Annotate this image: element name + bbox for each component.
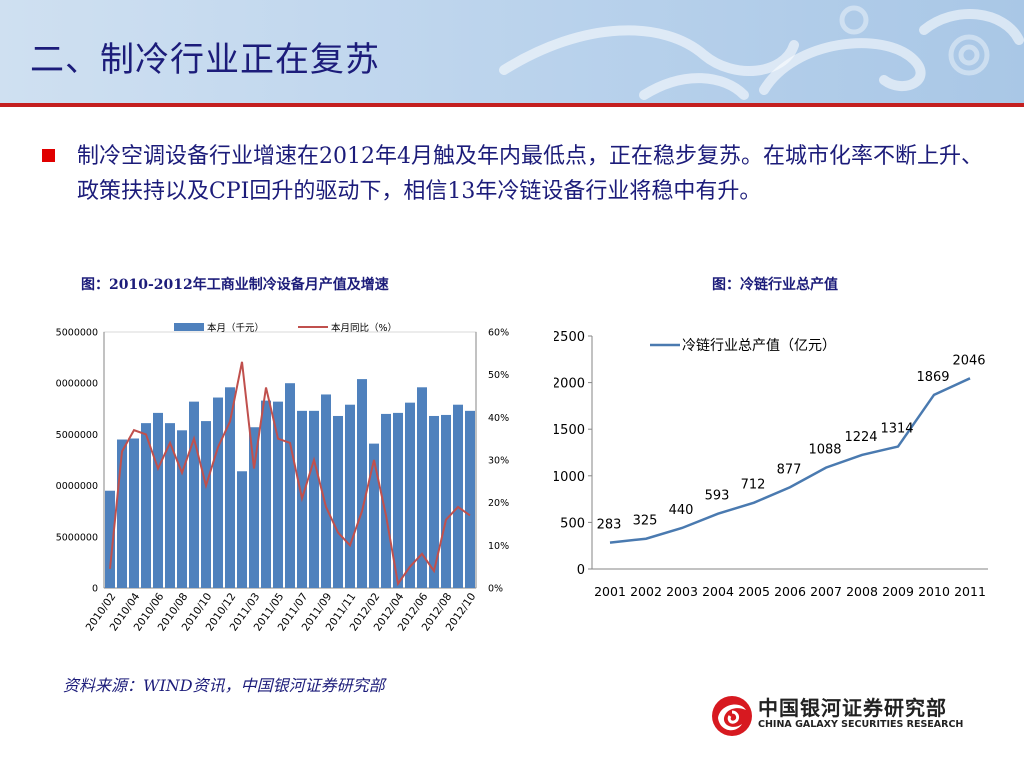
legend-bar-swatch xyxy=(174,323,204,331)
bar xyxy=(405,402,415,588)
data-label: 877 xyxy=(777,462,802,477)
y2-tick-label: 30% xyxy=(488,456,509,467)
logo-english-name: CHINA GALAXY SECURITIES RESEARCH xyxy=(758,719,964,730)
bar xyxy=(333,415,343,588)
slide-title: 二、制冷行业正在复苏 xyxy=(30,40,380,80)
output-line xyxy=(609,377,971,544)
header-banner: 二、制冷行业正在复苏 xyxy=(0,0,1024,103)
bar xyxy=(249,427,259,588)
y-tick-label: 0 xyxy=(577,563,585,578)
bar xyxy=(261,400,271,588)
bar xyxy=(237,471,247,588)
y-tick-label: 0 xyxy=(92,584,98,595)
monthly-output-chart: 0 5000000 10000000 15000000 20000000 25000000… xyxy=(56,322,509,633)
cold-chain-output-chart: 0 500 1000 1500 2000 2500 2001 2002 2003 2004 2005… xyxy=(554,330,988,599)
y2-tick-label: 20% xyxy=(488,498,509,509)
bar xyxy=(213,397,223,588)
data-label: 712 xyxy=(741,478,766,493)
bar xyxy=(465,410,475,588)
company-logo: 中国银河证券研究部 CHINA GALAXY SECURITIES RESEAR… xyxy=(710,692,1010,742)
bar xyxy=(309,410,319,588)
y2-tick-label: 40% xyxy=(488,413,509,424)
data-label: 325 xyxy=(633,514,658,529)
data-label: 1224 xyxy=(844,430,877,445)
bar xyxy=(177,430,187,588)
right-chart-caption: 图：冷链行业总产值 xyxy=(712,277,838,293)
bar xyxy=(201,421,211,588)
x-tick-label: 2008 xyxy=(846,584,878,599)
data-label: 2046 xyxy=(952,353,985,368)
y-tick-label: 2000 xyxy=(554,377,585,392)
y-tick-label: 2500 xyxy=(554,330,585,345)
data-label: 283 xyxy=(597,518,622,533)
y-tick-label: 20000000 xyxy=(56,379,98,390)
bar xyxy=(417,387,427,588)
legend-label: 冷链行业总产值（亿元） xyxy=(682,338,836,354)
data-label: 440 xyxy=(669,503,694,518)
x-tick-label: 2003 xyxy=(666,584,698,599)
x-tick-label: 2002 xyxy=(630,584,662,599)
data-label: 1088 xyxy=(808,443,841,458)
bar xyxy=(117,439,127,588)
y2-tick-label: 50% xyxy=(488,370,509,381)
bar xyxy=(141,423,151,588)
y-tick-label: 15000000 xyxy=(56,430,98,441)
bar xyxy=(153,412,163,588)
x-tick-label: 2006 xyxy=(774,584,806,599)
legend-line-label: 本月同比（%） xyxy=(331,322,397,334)
x-tick-label: 2007 xyxy=(810,584,842,599)
y2-tick-label: 0% xyxy=(488,584,503,595)
header-divider xyxy=(0,103,1024,107)
bar xyxy=(369,443,379,588)
bullet-marker xyxy=(42,149,55,162)
bar xyxy=(273,401,283,588)
bar xyxy=(105,490,115,588)
x-tick-label: 2011 xyxy=(954,584,986,599)
growth-line xyxy=(109,361,471,587)
bar xyxy=(453,404,463,588)
legend-bar-label: 本月（千元） xyxy=(207,322,264,334)
y-tick-label: 25000000 xyxy=(56,328,98,339)
y2-tick-label: 10% xyxy=(488,541,509,552)
bar xyxy=(285,383,295,588)
y-tick-label: 500 xyxy=(560,516,585,531)
x-tick-label: 2010 xyxy=(918,584,950,599)
bar xyxy=(321,394,331,588)
data-label: 1314 xyxy=(880,422,913,437)
y2-tick-label: 60% xyxy=(488,328,509,339)
x-tick-label: 2009 xyxy=(882,584,914,599)
y-tick-label: 1500 xyxy=(554,423,585,438)
x-tick-label: 2001 xyxy=(594,584,626,599)
data-label: 1869 xyxy=(916,370,949,385)
bar xyxy=(429,415,439,588)
bar xyxy=(129,438,139,588)
bar xyxy=(165,423,175,588)
x-tick-label: 2005 xyxy=(738,584,770,599)
galaxy-logo-icon xyxy=(712,696,752,736)
bar xyxy=(345,404,355,588)
y-tick-label: 1000 xyxy=(554,470,585,485)
y-tick-label: 5000000 xyxy=(56,532,98,543)
bar xyxy=(225,387,235,588)
bar xyxy=(441,414,451,588)
source-note: 资料来源：WIND资讯，中国银河证券研究部 xyxy=(63,676,385,695)
bar xyxy=(393,412,403,588)
bar xyxy=(189,401,199,588)
data-label: 593 xyxy=(705,489,730,504)
x-tick-label: 2004 xyxy=(702,584,734,599)
body-paragraph: 制冷空调设备行业增速在2012年4月触及年内最低点，正在稳步复苏。在城市化率不断… xyxy=(77,144,983,204)
bar xyxy=(381,413,391,588)
logo-name: 中国银河证券研究部 xyxy=(758,696,947,720)
left-chart-caption: 图：2010-2012年工商业制冷设备月产值及增速 xyxy=(81,277,389,293)
bar xyxy=(357,379,367,588)
cloud-swirl-decoration xyxy=(499,5,1024,100)
y-tick-label: 10000000 xyxy=(56,481,98,492)
